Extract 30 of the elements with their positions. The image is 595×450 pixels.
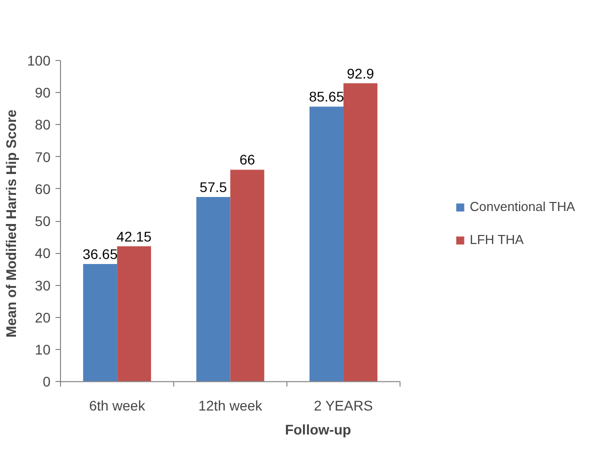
y-axis-title: Mean of Modified Harris Hip Score [3,109,20,338]
data-label: 36.65 [82,246,118,262]
y-tick-label: 0 [42,374,51,390]
x-axis-title: Follow-up [284,422,352,438]
y-tick-label: 10 [34,342,51,358]
x-tick-label: 6th week [89,398,146,414]
bar [196,197,230,382]
bar [83,264,118,382]
y-tick-label: 50 [34,213,51,230]
y-tick-label: 60 [34,180,51,197]
data-label: 85.65 [308,88,344,105]
data-label: 66 [239,152,256,168]
y-tick-label: 80 [34,116,51,133]
y-tick-label: 20 [34,309,51,326]
bar [343,83,378,382]
legend-label: Conventional THA [470,199,575,214]
y-tick-label: 70 [34,148,51,165]
bar [230,170,264,382]
x-tick-label: 2 YEARS [314,398,373,414]
y-tick-label: 90 [34,84,51,101]
data-label: 57.5 [200,179,228,195]
x-tick-label: 12th week [198,398,264,414]
data-label: 92.9 [346,65,374,82]
y-tick-label: 100 [27,52,51,68]
data-label: 42.15 [116,228,152,244]
legend-label: LFH THA [470,232,524,247]
y-tick-label: 30 [34,277,51,294]
y-tick-label: 40 [34,245,51,262]
bar [310,106,344,382]
bar [117,246,152,382]
